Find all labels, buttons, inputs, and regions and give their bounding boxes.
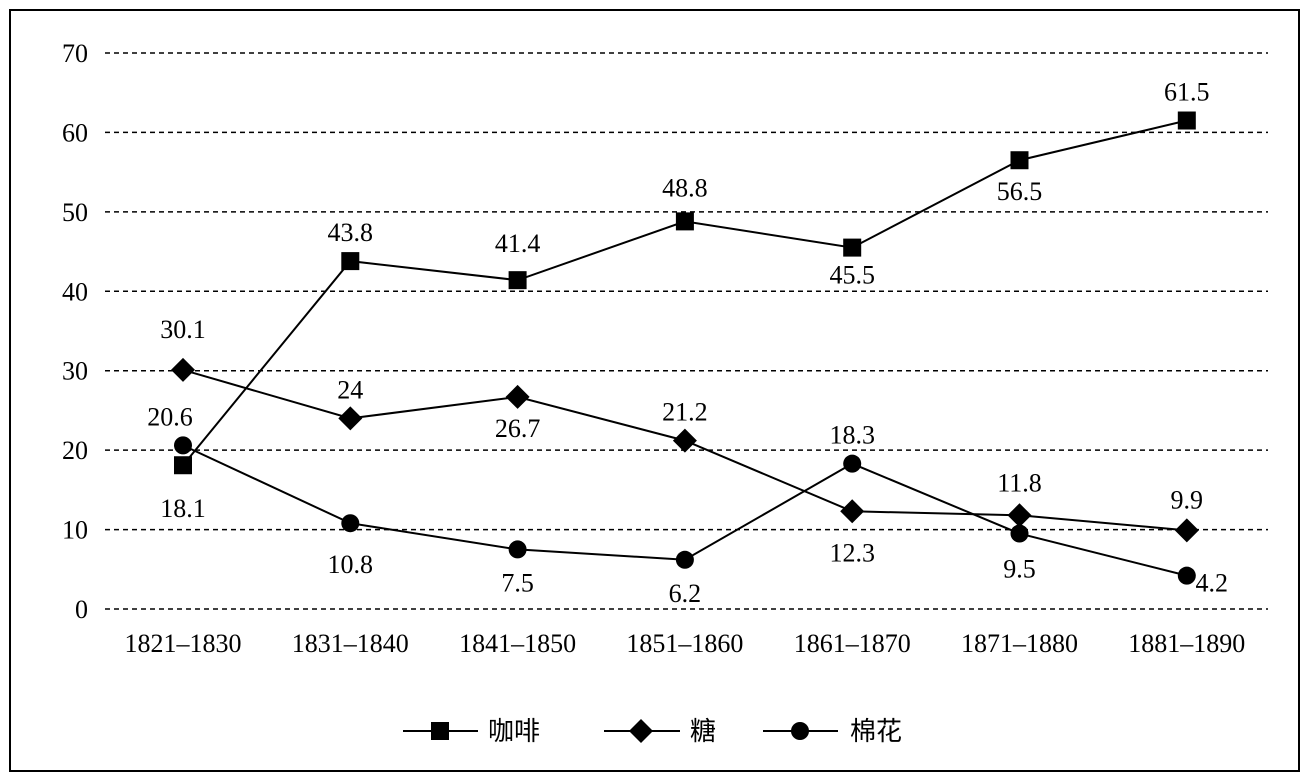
x-tick-label: 1821–1830	[125, 629, 242, 658]
cotton-data-label: 7.5	[501, 568, 534, 597]
sugar-data-label: 12.3	[829, 538, 875, 567]
y-tick-label: 0	[75, 595, 88, 624]
cotton-point	[341, 514, 360, 533]
coffee-data-label: 18.1	[160, 494, 206, 523]
cotton-data-label: 20.6	[147, 402, 193, 431]
coffee-data-label: 41.4	[495, 229, 541, 258]
coffee-point	[1010, 151, 1029, 170]
legend-item-cotton: 棉花	[763, 717, 902, 747]
cotton-point	[1010, 524, 1029, 543]
coffee-point	[341, 252, 360, 271]
cotton-data-label: 10.8	[328, 550, 374, 579]
legend-label-cotton: 棉花	[850, 717, 902, 747]
cotton-point	[174, 436, 192, 455]
legend: 咖啡 糖 棉花	[403, 717, 902, 747]
gridlines	[105, 52, 1268, 610]
coffee-point	[675, 212, 694, 231]
series-group	[171, 111, 1199, 585]
x-axis-tick-labels: 1821–1830 1831–1840 1841–1850 1851–1860 1861…	[125, 629, 1246, 658]
sugar-point	[840, 499, 865, 524]
sugar-data-label: 9.9	[1171, 485, 1204, 514]
x-tick-label: 1841–1850	[459, 629, 576, 658]
y-tick-label: 20	[62, 436, 88, 465]
coffee-point	[174, 456, 192, 475]
sugar-data-label: 11.8	[997, 468, 1042, 497]
coffee-point	[508, 271, 527, 290]
legend-marker-cotton	[791, 722, 809, 740]
cotton-data-label: 9.5	[1003, 555, 1036, 584]
y-tick-label: 60	[62, 118, 88, 147]
chart-frame	[9, 9, 1300, 772]
cotton-data-label: 18.3	[829, 421, 875, 450]
coffee-data-label: 56.5	[997, 177, 1043, 206]
sugar-point	[171, 357, 195, 382]
sugar-data-label: 24	[337, 375, 363, 404]
sugar-point	[672, 428, 697, 453]
sugar-point	[1007, 503, 1032, 528]
cotton-point	[843, 454, 862, 473]
cotton-point	[1177, 566, 1196, 585]
sugar-data-label: 21.2	[662, 398, 708, 427]
cotton-point	[675, 550, 694, 569]
legend-label-coffee: 咖啡	[488, 717, 540, 747]
sugar-point	[338, 406, 363, 431]
y-tick-label: 40	[62, 277, 88, 306]
y-tick-label: 10	[62, 516, 88, 545]
x-tick-label: 1851–1860	[626, 629, 743, 658]
y-tick-label: 70	[62, 39, 88, 68]
x-tick-label: 1831–1840	[292, 629, 409, 658]
cotton-data-label: 6.2	[669, 579, 702, 608]
coffee-point	[843, 238, 862, 257]
cotton-data-label: 4.2	[1196, 569, 1229, 598]
legend-marker-coffee	[431, 722, 449, 740]
coffee-data-label: 61.5	[1164, 78, 1210, 107]
coffee-point	[1177, 111, 1196, 130]
sugar-point	[1174, 518, 1199, 543]
sugar-data-label: 26.7	[495, 414, 541, 443]
y-axis-tick-labels: 0 10 20 30 40 50 60 70	[62, 39, 88, 624]
legend-item-sugar: 糖	[604, 717, 716, 747]
coffee-data-label: 45.5	[829, 261, 875, 290]
legend-label-sugar: 糖	[690, 717, 716, 747]
sugar-data-label: 30.1	[160, 315, 206, 344]
legend-item-coffee: 咖啡	[403, 717, 540, 747]
coffee-data-label: 48.8	[662, 173, 708, 202]
y-tick-label: 50	[62, 198, 88, 227]
y-tick-label: 30	[62, 357, 88, 386]
x-tick-label: 1861–1870	[794, 629, 911, 658]
sugar-point	[505, 384, 530, 409]
legend-marker-sugar	[629, 719, 653, 743]
data-labels: 18.1 43.8 41.4 48.8 45.5 56.5 61.5 30.1 24 26.7 21…	[147, 78, 1228, 608]
cotton-point	[508, 540, 527, 559]
x-tick-label: 1871–1880	[961, 629, 1078, 658]
coffee-data-label: 43.8	[328, 218, 374, 247]
x-tick-label: 1881–1890	[1128, 629, 1245, 658]
